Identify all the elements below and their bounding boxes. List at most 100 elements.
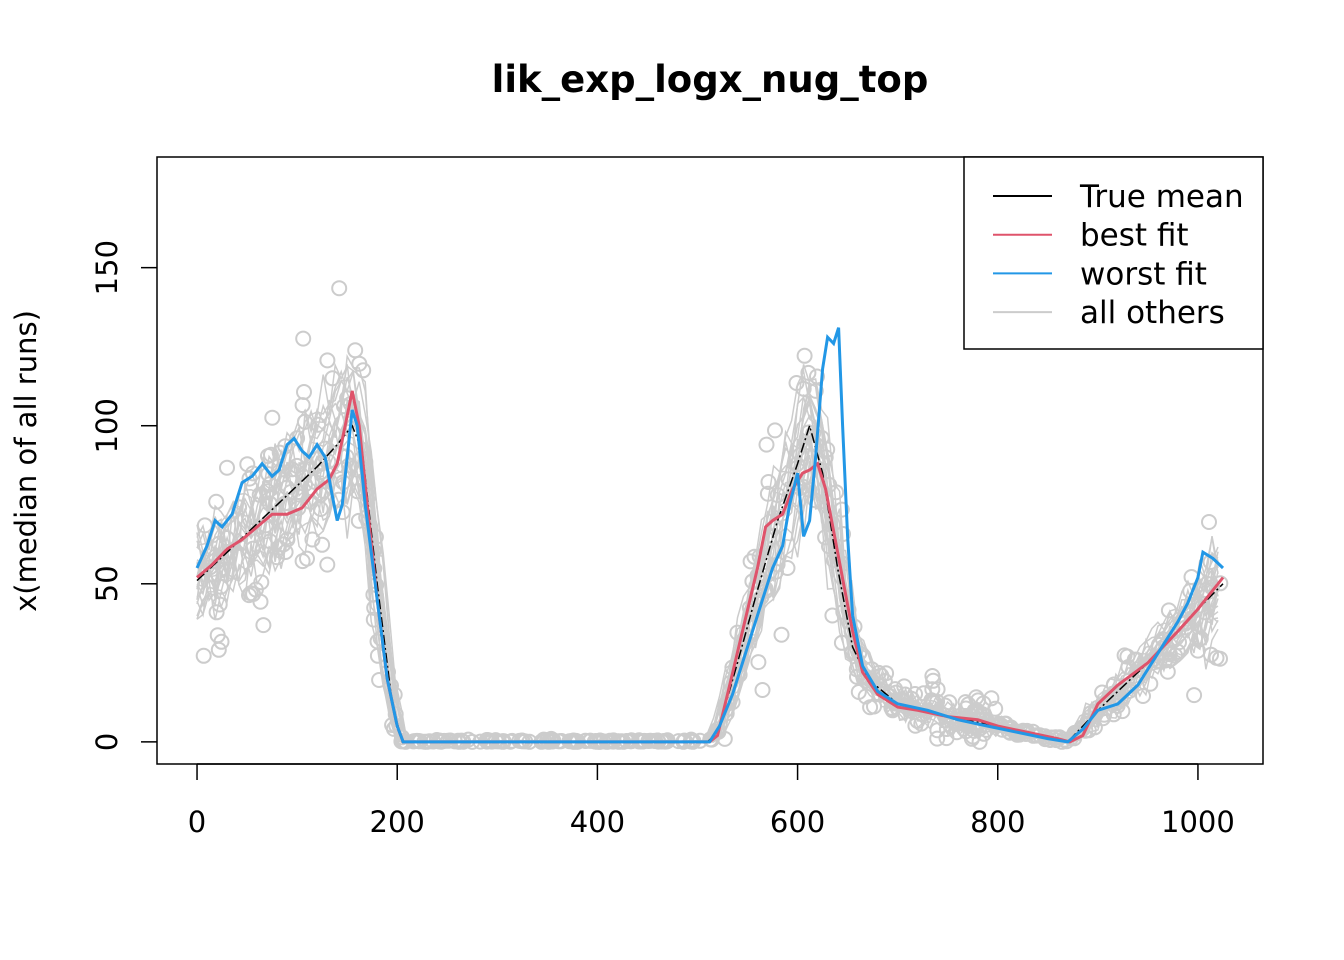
all-others-point xyxy=(887,681,904,698)
all-others-point xyxy=(833,634,850,651)
all-others-point xyxy=(788,375,805,391)
legend-label-best-fit: best fit xyxy=(1080,218,1189,254)
all-others-point xyxy=(913,715,930,732)
all-others-point xyxy=(821,476,838,493)
all-others-point xyxy=(1159,663,1176,680)
all-others-point xyxy=(948,724,965,741)
all-others-point xyxy=(294,397,311,414)
all-others-point xyxy=(702,731,719,748)
all-others-point xyxy=(241,587,257,604)
all-others-point xyxy=(767,422,783,439)
y-axis-label: x(median of all runs) xyxy=(9,310,43,612)
all-others-point xyxy=(210,641,227,658)
all-others-point xyxy=(833,501,850,518)
all-others-point xyxy=(279,531,296,548)
legend-label-worst-fit: worst fit xyxy=(1080,256,1207,292)
all-others-point xyxy=(211,596,228,613)
all-others-point xyxy=(195,647,212,664)
all-others-point xyxy=(299,550,315,567)
all-others-point xyxy=(366,599,383,616)
all-others-point xyxy=(807,382,824,399)
all-others-point xyxy=(1186,687,1203,704)
all-others-point xyxy=(331,280,348,297)
all-others-point xyxy=(357,453,374,470)
all-others-point xyxy=(683,731,700,748)
all-others-point xyxy=(759,485,776,502)
all-others-point xyxy=(760,474,777,490)
all-others-point xyxy=(196,517,213,534)
x-tick-label: 400 xyxy=(570,805,625,839)
all-others-point xyxy=(929,681,946,698)
all-others-point xyxy=(800,364,817,381)
all-others-point xyxy=(218,530,235,546)
all-others-point xyxy=(850,684,867,700)
all-others-point xyxy=(269,549,286,566)
all-others-point xyxy=(1191,631,1208,648)
legend-box xyxy=(963,156,1264,350)
all-others-point xyxy=(259,483,276,500)
all-others-point xyxy=(779,560,796,576)
all-others-point xyxy=(1203,646,1219,663)
all-others-point xyxy=(255,617,272,634)
all-others-point xyxy=(896,678,913,695)
all-others-point xyxy=(1087,703,1104,720)
all-others-point xyxy=(907,686,923,702)
best-fit-line xyxy=(196,390,1225,744)
all-others-point xyxy=(1129,661,1146,678)
all-others-point xyxy=(824,607,841,624)
all-others-point xyxy=(271,444,288,461)
all-others-point xyxy=(825,552,842,569)
series-group xyxy=(195,327,1225,744)
all-others-point xyxy=(929,693,946,710)
axes-group: 0 200 400 600 800 1000 0 50 100 150 xyxy=(90,240,1235,839)
chart-title: lik_exp_logx_nug_top xyxy=(492,58,929,101)
all-others-point xyxy=(817,529,834,546)
all-others-point xyxy=(957,694,974,711)
all-others-point xyxy=(1171,634,1187,651)
all-others-point xyxy=(1196,604,1213,621)
all-others-point xyxy=(769,487,786,504)
all-others-point xyxy=(264,409,281,426)
all-others-point xyxy=(262,475,279,492)
y-tick-label: 50 xyxy=(90,565,124,602)
all-others-line xyxy=(196,459,1219,743)
all-others-point xyxy=(929,722,946,739)
all-others-point xyxy=(210,535,227,552)
all-others-point xyxy=(746,548,763,565)
all-others-point xyxy=(1212,575,1229,592)
all-others-point xyxy=(1142,675,1159,692)
all-others-point xyxy=(813,429,830,446)
all-others-point xyxy=(1135,688,1151,704)
all-others-point xyxy=(1105,706,1122,723)
all-others-point xyxy=(296,384,312,400)
all-others-point xyxy=(773,626,790,643)
all-others-point xyxy=(768,563,784,580)
all-others-point xyxy=(304,531,321,548)
all-others-point xyxy=(788,456,805,473)
all-others-point xyxy=(295,330,312,347)
all-others-line xyxy=(196,458,1219,743)
x-tick-label: 600 xyxy=(770,805,825,839)
all-others-point xyxy=(208,493,225,510)
all-others-point xyxy=(386,686,403,703)
all-others-line xyxy=(196,464,1219,743)
all-others-point xyxy=(219,459,235,476)
x-tick-label: 200 xyxy=(370,805,425,839)
all-others-line xyxy=(196,393,1219,743)
all-others-line xyxy=(196,454,1219,743)
x-tick-label: 800 xyxy=(970,805,1025,839)
all-others-point xyxy=(347,342,364,359)
all-others-point xyxy=(341,457,357,474)
all-others-point xyxy=(242,585,259,602)
legend-label-all-others: all others xyxy=(1080,295,1225,331)
x-tick-label: 0 xyxy=(188,805,206,839)
all-others-series-group xyxy=(195,280,1229,750)
all-others-point xyxy=(1161,651,1177,668)
all-others-point xyxy=(261,495,278,512)
all-others-point xyxy=(754,682,771,698)
all-others-line xyxy=(196,460,1219,743)
all-others-point xyxy=(296,413,313,430)
all-others-point xyxy=(245,540,261,557)
all-others-point xyxy=(1119,648,1136,665)
all-others-point xyxy=(212,578,229,595)
